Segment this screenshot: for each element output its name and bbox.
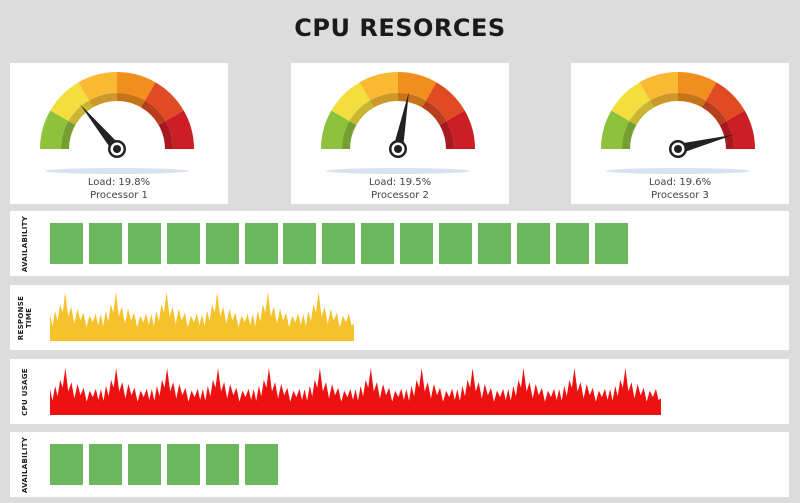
gauge-hub-center [674, 145, 682, 153]
availability-block [50, 444, 83, 485]
gauge-band [678, 72, 717, 101]
gauge-3-load-label: Load: 19.6% [648, 177, 712, 188]
processor-2-gauge-card: Load: 19.5% Processor 2 [291, 63, 509, 204]
area-series [50, 292, 354, 341]
gauge-band [398, 72, 437, 101]
gauge-hub-center [113, 145, 121, 153]
availability-block [205, 444, 239, 485]
gauge-band [426, 82, 465, 121]
availability-block [283, 223, 317, 264]
gauge-band [321, 110, 350, 149]
gauge-inner-band [422, 100, 447, 125]
gauge-band [359, 72, 398, 101]
gauge-band [50, 82, 89, 121]
availability-block [166, 444, 200, 485]
gauge-shadow [45, 168, 189, 174]
gauge-1-processor-name: Processor 1 [90, 190, 148, 201]
gauge-inner-band [439, 121, 454, 149]
gauge-band [706, 82, 745, 121]
gauge-inner-band [61, 121, 76, 149]
availability-block [244, 444, 278, 485]
cpu-usage-area-chart [50, 368, 661, 415]
availability-block [166, 223, 200, 264]
gauge-inner-band [678, 93, 706, 108]
area-series [50, 368, 661, 415]
gauge-band [726, 110, 755, 149]
page-title: CPU RESORCES [294, 14, 506, 42]
availability-label-bottom: AVAILABILITY [21, 436, 30, 493]
gauge-2-dial [321, 72, 475, 174]
gauge-3-processor-name: Processor 3 [651, 190, 709, 201]
availability-block [594, 223, 628, 264]
gauge-2-load-label: Load: 19.5% [368, 177, 432, 188]
gauge-band [40, 110, 69, 149]
gauge-band [331, 82, 370, 121]
gauge-band [165, 110, 194, 149]
availability-block [127, 444, 161, 485]
gauge-inner-band [349, 100, 374, 125]
gauge-inner-band [398, 93, 426, 108]
processor-3-gauge-card: Load: 19.6% Processor 3 [571, 63, 789, 204]
cpu-usage-strip: CPU USAGE [10, 359, 789, 424]
gauge-inner-band [650, 93, 678, 108]
availability-block [322, 223, 356, 264]
availability-block [88, 444, 122, 485]
availability-block [50, 223, 83, 264]
availability-block [477, 223, 511, 264]
gauge-band [639, 72, 678, 101]
availability-block [361, 223, 395, 264]
availability-block [205, 223, 239, 264]
gauge-band [446, 110, 475, 149]
availability-block [88, 223, 122, 264]
gauge-inner-band [370, 93, 398, 108]
gauge-shadow [606, 168, 750, 174]
availability-strip-bottom: AVAILABILITY [10, 432, 789, 497]
response-time-area-chart [50, 292, 354, 341]
gauge-1-load-label: Load: 19.8% [87, 177, 151, 188]
gauge-inner-band [117, 93, 145, 108]
availability-strip-top: AVAILABILITY [10, 211, 789, 276]
response-time-strip: RESPONSE TIME [10, 285, 789, 350]
gauge-band [611, 82, 650, 121]
gauge-inner-band [89, 93, 117, 108]
gauge-inner-band [342, 121, 357, 149]
gauge-inner-band [158, 121, 173, 149]
availability-block [555, 223, 589, 264]
processor-1-gauge-card: Load: 19.8% Processor 1 [10, 63, 228, 204]
gauge-needle [80, 104, 121, 153]
gauge-2-processor-name: Processor 2 [371, 190, 429, 201]
gauge-inner-band [702, 100, 727, 125]
gauge-3-dial [601, 72, 755, 174]
gauge-band [145, 82, 184, 121]
gauge-inner-band [719, 121, 734, 149]
gauge-band [601, 110, 630, 149]
gauge-band [117, 72, 156, 101]
gauge-1-dial [40, 72, 194, 174]
gauge-needle [393, 92, 409, 150]
gauge-needle [676, 134, 735, 154]
availability-label: AVAILABILITY [21, 215, 30, 272]
gauge-shadow [326, 168, 470, 174]
gauge-inner-band [622, 121, 637, 149]
availability-block [439, 223, 472, 264]
gauge-band [78, 72, 117, 101]
gauge-inner-band [629, 100, 654, 125]
availability-block [400, 223, 434, 264]
gauge-inner-band [141, 100, 166, 125]
gauge-inner-band [68, 100, 93, 125]
availability-block [127, 223, 161, 264]
availability-block [244, 223, 278, 264]
availability-block [516, 223, 550, 264]
gauge-hub-center [394, 145, 402, 153]
